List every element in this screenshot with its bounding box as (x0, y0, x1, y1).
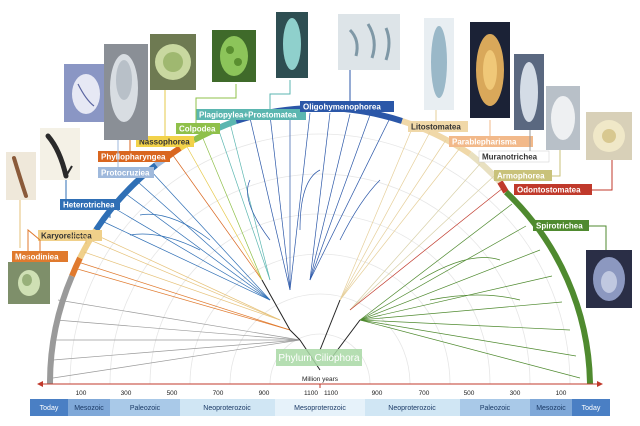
tick-right-900: 900 (372, 390, 383, 397)
svg-text:Odontostomatea: Odontostomatea (517, 186, 581, 195)
era-paleozoic-right: Paleozoic (480, 405, 511, 412)
photo-litostomatea (424, 18, 454, 110)
svg-text:Oligohymenophorea: Oligohymenophorea (303, 103, 381, 112)
era-mesozoic-left: Mesozoic (74, 405, 104, 412)
tick-right-300: 300 (510, 390, 521, 397)
photo-parablepharisma (470, 22, 510, 118)
clade-label-odontostomatea: Odontostomatea (514, 184, 592, 195)
clade-label-parablepharisma: Parablepharisma (449, 136, 533, 147)
tick-right-100: 100 (556, 390, 567, 397)
phylum-label: Phylum Ciliophora (276, 349, 362, 366)
tick-left-900: 900 (259, 390, 270, 397)
clade-label-mesodiniea: Mesodiniea (12, 251, 68, 262)
clade-label-colpodea: Colpodea (176, 123, 220, 134)
tick-left-100: 100 (76, 390, 87, 397)
svg-text:Armophorea: Armophorea (497, 172, 545, 181)
clade-ring (46, 105, 593, 385)
photo-armophorea (546, 86, 580, 150)
svg-text:Litostomatea: Litostomatea (411, 123, 461, 132)
tick-right-1100: 1100 (324, 390, 338, 397)
clade-label-protocruziea: Protocruziea (98, 167, 154, 178)
photo-prostomatea (276, 12, 308, 78)
photo-mesodinium (8, 262, 50, 304)
clade-label-plagiopylea-prostomatea: Plagiopylea+Prostomatea (196, 109, 306, 120)
tick-left-300: 300 (121, 390, 132, 397)
clade-label-phyllopharyngea: Phyllopharyngea (98, 151, 170, 162)
tick-left-1100: 1100 (304, 390, 318, 397)
era-paleozoic-left: Paleozoic (130, 405, 161, 412)
clade-label-litostomatea: Litostomatea (408, 121, 468, 132)
tick-left-700: 700 (213, 390, 224, 397)
era-neoproterozoic-left: Neoproterozoic (203, 405, 251, 412)
clade-label-armophorea: Armophorea (494, 170, 552, 181)
svg-text:Mesodiniea: Mesodiniea (15, 253, 59, 262)
photo-phyllopharyngea (104, 44, 148, 140)
photo-muranotrichea (514, 54, 544, 130)
svg-text:Nassophorea: Nassophorea (139, 138, 190, 147)
svg-text:Protocruziea: Protocruziea (101, 169, 150, 178)
svg-text:Phylum Ciliophora: Phylum Ciliophora (278, 353, 360, 364)
clade-label-heterotrichea: Heterotrichea (60, 199, 120, 210)
tick-right-500: 500 (464, 390, 475, 397)
photo-karyorelictea (6, 152, 36, 200)
outgroup-label: Outgroup (35, 348, 47, 376)
clade-label-oligohymenophorea: Oligohymenophorea (300, 101, 394, 112)
photo-spirotrichea (586, 250, 632, 308)
photo-odontostomatea (586, 112, 632, 160)
photo-nassophorea (150, 34, 196, 90)
svg-text:Heterotrichea: Heterotrichea (63, 201, 115, 210)
svg-text:Karyorelictea: Karyorelictea (41, 232, 92, 241)
era-band: Today Mesozoic Paleozoic Neoproterozoic … (30, 399, 610, 416)
era-today-right: Today (582, 405, 601, 412)
svg-text:Parablepharisma: Parablepharisma (452, 138, 517, 147)
svg-text:Spirotrichea: Spirotrichea (536, 222, 583, 231)
photo-protocruzia (64, 64, 108, 122)
time-arcs (69, 133, 571, 385)
photo-colpodea (212, 30, 256, 82)
tick-right-700: 700 (419, 390, 430, 397)
clade-labels: Mesodiniea Karyorelictea Heterotrichea P… (12, 101, 592, 262)
era-today-left: Today (40, 405, 59, 412)
svg-text:Phyllopharyngea: Phyllopharyngea (101, 153, 166, 162)
photo-heterotrichea (40, 128, 80, 180)
svg-text:Plagiopylea+Prostomatea: Plagiopylea+Prostomatea (199, 111, 297, 120)
ciliate-photos (6, 12, 632, 308)
svg-text:Muranotrichea: Muranotrichea (482, 153, 538, 162)
clade-label-muranotrichea: Muranotrichea (478, 150, 550, 163)
axis-unit: Million years (302, 376, 339, 383)
tick-left-500: 500 (167, 390, 178, 397)
photo-oligohymenophorea (338, 14, 400, 70)
clade-label-spirotrichea: Spirotrichea (533, 220, 589, 231)
era-mesoproterozoic: Mesoproterozoic (294, 405, 346, 412)
time-axis: Million years 100 300 500 700 900 1100 1… (37, 376, 603, 397)
tree-branches (52, 112, 581, 379)
clade-label-nassophorea: Nassophorea (136, 136, 194, 147)
svg-text:Colpodea: Colpodea (179, 125, 216, 134)
era-neoproterozoic-right: Neoproterozoic (388, 405, 436, 412)
era-mesozoic-right: Mesozoic (536, 405, 566, 412)
